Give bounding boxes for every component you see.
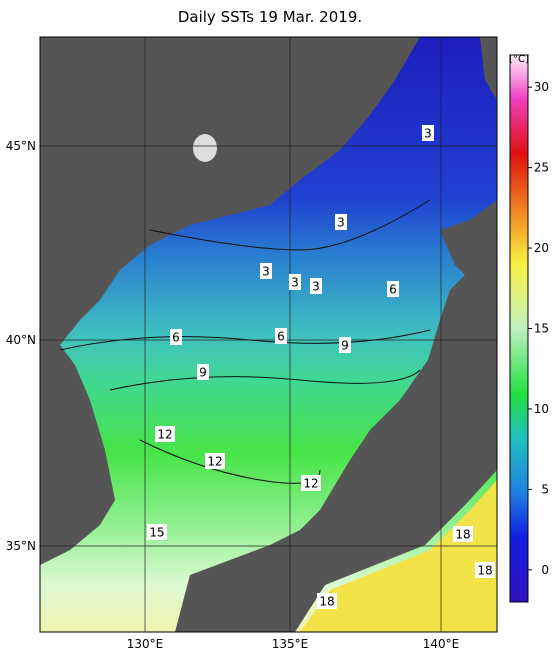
colorbar-tick-label: 30 bbox=[534, 80, 549, 94]
colorbar-tick-label: 10 bbox=[534, 402, 549, 416]
contour-label: 12 bbox=[155, 426, 175, 442]
contour-label-box bbox=[475, 562, 495, 578]
contour-label-text: 6 bbox=[277, 330, 285, 344]
contour-label-text: 3 bbox=[262, 265, 270, 279]
latitude-label: 45°N bbox=[6, 139, 36, 153]
contour-label-text: 6 bbox=[172, 331, 180, 345]
contour-label-box bbox=[387, 281, 399, 297]
contour-label: 3 bbox=[310, 278, 322, 294]
title: Daily SSTs 19 Mar. 2019. bbox=[178, 8, 362, 26]
contour-label: 6 bbox=[275, 328, 287, 344]
longitude-label: 135°E bbox=[272, 637, 309, 651]
contour-label-text: 18 bbox=[319, 595, 334, 609]
contour-label-text: 3 bbox=[291, 276, 299, 290]
contour-label-text: 3 bbox=[424, 127, 432, 141]
longitude-label: 130°E bbox=[127, 637, 164, 651]
contour-label: 18 bbox=[453, 526, 473, 542]
colorbar-unit: [°C] bbox=[509, 54, 529, 65]
contour-label: 9 bbox=[197, 364, 209, 380]
contour-label-text: 12 bbox=[157, 428, 172, 442]
contour-label: 3 bbox=[260, 263, 272, 279]
contour-label: 3 bbox=[289, 274, 301, 290]
contour-label-box bbox=[301, 475, 321, 491]
contour-label-text: 18 bbox=[455, 528, 470, 542]
colorbar-tick-label: 15 bbox=[534, 322, 549, 336]
contour-label-text: 18 bbox=[477, 564, 492, 578]
contour-label: 12 bbox=[301, 475, 321, 491]
colorbar-tick-label: 20 bbox=[534, 241, 549, 255]
colorbar: [°C] 0 5 10 15 20 25 30 bbox=[509, 54, 549, 603]
contour-label-box bbox=[317, 593, 337, 609]
contour-label-text: 6 bbox=[389, 283, 397, 297]
contour-label-box bbox=[147, 524, 167, 540]
contour-label-box bbox=[335, 214, 347, 230]
contour-label-box bbox=[422, 125, 434, 141]
contour-label-text: 15 bbox=[149, 526, 164, 540]
contour-label-text: 3 bbox=[312, 280, 320, 294]
contour-label-box bbox=[453, 526, 473, 542]
contour-label-text: 9 bbox=[341, 339, 349, 353]
contour-label: 3 bbox=[335, 214, 347, 230]
contour-label-text: 12 bbox=[303, 477, 318, 491]
colorbar-tick-label: 0 bbox=[541, 563, 549, 577]
contour-label-text: 9 bbox=[199, 366, 207, 380]
contour-label-box bbox=[275, 328, 287, 344]
contour-label-box bbox=[205, 453, 225, 469]
contour-label: 15 bbox=[147, 524, 167, 540]
contour-label-box bbox=[310, 278, 322, 294]
contour-label-box bbox=[260, 263, 272, 279]
colorbar-tick-label: 25 bbox=[534, 161, 549, 175]
map-area bbox=[39, 36, 498, 633]
contour-label: 12 bbox=[205, 453, 225, 469]
contour-label-box bbox=[339, 337, 351, 353]
latitude-label: 35°N bbox=[6, 539, 36, 553]
contour-label-box bbox=[170, 329, 182, 345]
contour-label-box bbox=[155, 426, 175, 442]
contour-label: 18 bbox=[317, 593, 337, 609]
contour-label: 6 bbox=[170, 329, 182, 345]
contour-label-text: 3 bbox=[337, 216, 345, 230]
contour-label-text: 12 bbox=[207, 455, 222, 469]
contour-label: 3 bbox=[422, 125, 434, 141]
contour-label-box bbox=[289, 274, 301, 290]
contour-label: 6 bbox=[387, 281, 399, 297]
contour-label: 18 bbox=[475, 562, 495, 578]
longitude-label: 140°E bbox=[423, 637, 460, 651]
contour-label: 9 bbox=[339, 337, 351, 353]
latitude-label: 40°N bbox=[6, 333, 36, 347]
contour-label-box bbox=[197, 364, 209, 380]
colorbar-scale bbox=[509, 54, 529, 603]
colorbar-tick-label: 5 bbox=[541, 482, 549, 496]
